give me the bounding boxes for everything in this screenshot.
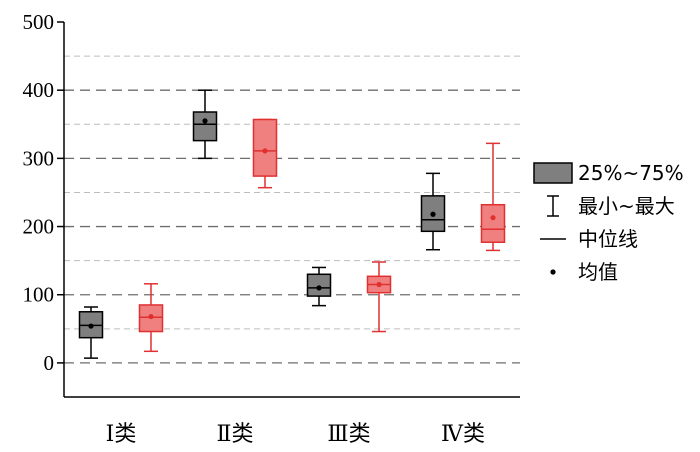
legend-item: 中位线 [540, 227, 638, 251]
box-item [138, 283, 164, 353]
box-item [252, 118, 278, 189]
legend-mean-icon [550, 269, 556, 275]
x-category-label: Ⅰ类 [106, 422, 137, 447]
y-tick-label: 300 [23, 146, 55, 170]
box-item [192, 89, 218, 160]
legend-label: 最小~最大 [578, 194, 675, 218]
mean-marker [148, 313, 154, 320]
box-iqr [480, 203, 506, 243]
x-category-label: Ⅲ类 [327, 422, 370, 447]
box-item [480, 142, 506, 252]
mean-marker [376, 281, 382, 288]
box-item [366, 261, 392, 333]
y-tick-label: 200 [23, 215, 55, 239]
x-category-label: Ⅱ类 [217, 422, 254, 447]
legend-label: 均值 [578, 260, 618, 284]
box-iqr [306, 273, 332, 297]
gridlines [64, 55, 520, 364]
mean-marker [262, 148, 268, 154]
legend-label: 中位线 [578, 227, 638, 251]
box-iqr [252, 118, 278, 177]
mean-marker [316, 285, 322, 291]
box-series [78, 89, 506, 359]
box-item [420, 172, 446, 251]
y-tick-label: 400 [23, 78, 55, 102]
mean-marker [202, 118, 208, 124]
y-axis: 0 100 200 300 400 500 [23, 10, 65, 397]
x-category-label: Ⅳ类 [441, 422, 485, 447]
legend-item: 均值 [550, 260, 618, 284]
legend-item: 最小~最大 [547, 194, 675, 218]
y-tick-label: 100 [23, 283, 55, 307]
box-item [78, 306, 104, 359]
y-tick-label: 500 [23, 10, 55, 34]
y-tick-label: 0 [44, 351, 55, 375]
mean-marker [430, 211, 436, 217]
legend-item: 25%~75% [533, 161, 684, 185]
box-iqr [192, 111, 218, 142]
legend-label: 25%~75% [578, 161, 684, 185]
box-item [306, 266, 332, 307]
legend-box-swatch [533, 162, 573, 184]
x-axis: Ⅰ类 Ⅱ类 Ⅲ类 Ⅳ类 [64, 396, 520, 447]
mean-marker [490, 215, 496, 221]
mean-marker [88, 323, 94, 329]
